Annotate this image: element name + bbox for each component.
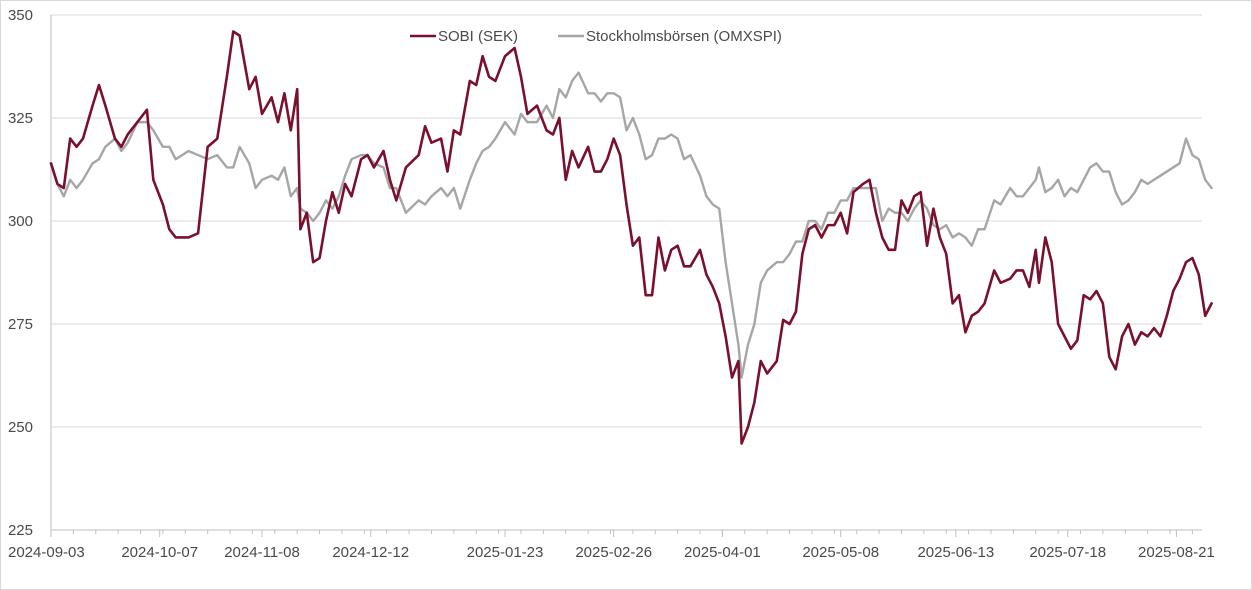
x-tick-label: 2025-07-18 — [1029, 544, 1106, 561]
legend: SOBI (SEK) Stockholmsbörsen (OMXSPI) — [410, 28, 782, 45]
y-tick-label: 225 — [8, 522, 33, 539]
x-tick-label: 2024-10-07 — [121, 544, 198, 561]
x-tick-label: 2025-01-23 — [467, 544, 544, 561]
legend-item-omxspi: Stockholmsbörsen (OMXSPI) — [558, 28, 782, 45]
legend-item-sobi: SOBI (SEK) — [410, 28, 518, 45]
series-lines — [49, 30, 1213, 445]
y-tick-label: 350 — [8, 7, 33, 24]
series-line-sobi — [49, 30, 1213, 445]
x-tick-label: 2024-11-08 — [224, 544, 300, 561]
x-tick-label: 2024-09-03 — [8, 544, 85, 561]
y-tick-label: 250 — [8, 419, 33, 436]
y-tick-label: 275 — [8, 316, 33, 333]
x-tick-label: 2025-02-26 — [575, 544, 652, 561]
legend-label: SOBI (SEK) — [438, 28, 518, 45]
y-tick-label: 325 — [8, 110, 33, 127]
x-tick-label: 2025-06-13 — [917, 544, 994, 561]
x-tick-label: 2025-08-21 — [1138, 544, 1215, 561]
x-tick-label: 2024-12-12 — [332, 544, 409, 561]
axes: 225 250 275 300 325 350 2024-09-03 2024-10-07 20… — [8, 7, 1215, 561]
grid-lines — [51, 14, 1202, 428]
x-tick-label: 2025-05-08 — [802, 544, 879, 561]
x-tick-label: 2025-04-01 — [684, 544, 761, 561]
series-line-omxspi — [49, 71, 1213, 379]
legend-label: Stockholmsbörsen (OMXSPI) — [586, 28, 782, 45]
y-tick-label: 300 — [8, 213, 33, 230]
